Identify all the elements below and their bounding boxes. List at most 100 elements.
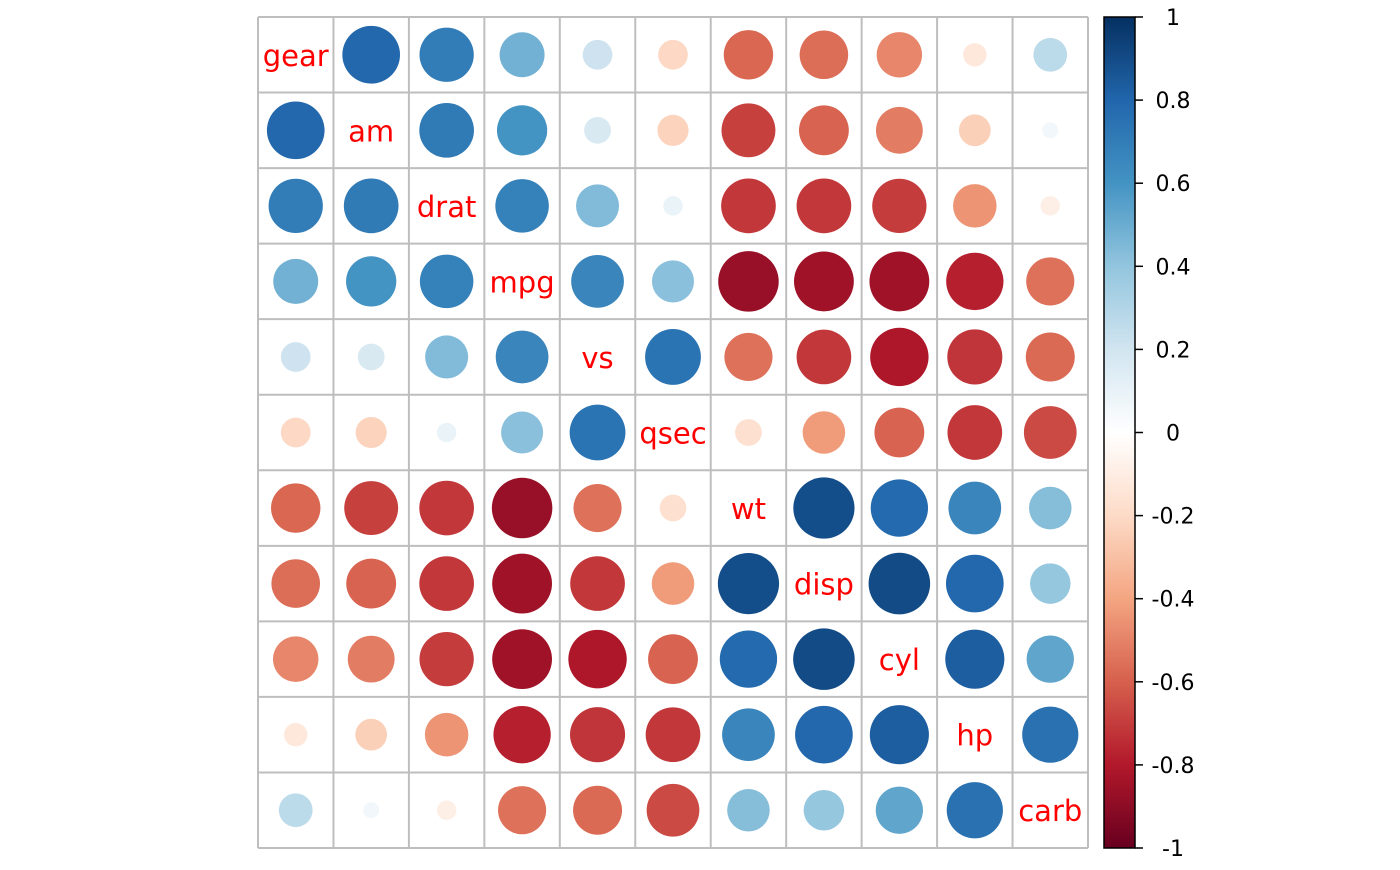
corr-circle-am-carb xyxy=(1042,122,1059,139)
corr-circle-wt-cyl xyxy=(870,479,929,537)
corr-circle-vs-carb xyxy=(1025,332,1075,382)
corr-circle-vs-disp xyxy=(796,329,852,385)
variable-label-wt: wt xyxy=(731,492,766,526)
corr-circle-qsec-gear xyxy=(280,417,311,448)
corr-circle-carb-gear xyxy=(278,793,313,828)
variable-label-carb: carb xyxy=(1018,794,1082,828)
grid-layer xyxy=(257,16,1089,849)
legend-tick-label: 0.8 xyxy=(1156,89,1191,114)
corr-circle-am-cyl xyxy=(875,106,923,154)
legend-tick-label: -0.8 xyxy=(1152,754,1195,779)
corr-circle-mpg-qsec xyxy=(651,260,695,303)
corr-circle-mpg-am xyxy=(346,256,397,307)
corr-circle-qsec-mpg xyxy=(501,411,544,454)
corr-circle-wt-drat xyxy=(419,480,474,536)
corr-circle-drat-gear xyxy=(268,178,323,234)
corr-circle-wt-disp xyxy=(793,477,855,539)
corr-circle-am-mpg xyxy=(496,105,548,156)
corr-circle-carb-wt xyxy=(727,788,770,832)
corr-circle-wt-gear xyxy=(271,483,321,533)
corr-circle-vs-hp xyxy=(947,329,1003,385)
corr-circle-drat-am xyxy=(343,178,399,234)
corr-circle-qsec-am xyxy=(355,416,387,449)
corr-circle-cyl-disp xyxy=(793,628,855,690)
corr-circle-drat-disp xyxy=(796,178,852,234)
legend-tick-label: 0 xyxy=(1166,422,1180,447)
corr-circle-carb-cyl xyxy=(875,786,923,834)
corr-circle-carb-hp xyxy=(946,782,1003,839)
corr-circle-wt-qsec xyxy=(659,494,687,522)
corr-circle-disp-wt xyxy=(717,552,780,615)
corr-circle-gear-vs xyxy=(582,39,613,70)
corr-circle-mpg-wt xyxy=(718,251,779,312)
variable-label-drat: drat xyxy=(417,190,476,224)
corr-circle-disp-cyl xyxy=(868,552,931,615)
corr-circle-cyl-carb xyxy=(1026,635,1074,683)
variable-labels: gear am drat mpg vs qsec wt disp cyl hp carb xyxy=(263,39,1083,828)
corr-circle-carb-disp xyxy=(803,789,845,831)
legend-color-bar xyxy=(1103,16,1136,849)
corr-circle-cyl-mpg xyxy=(492,629,553,690)
corr-circle-am-wt xyxy=(721,103,776,158)
corr-circle-gear-carb xyxy=(1033,37,1068,72)
corr-circle-vs-gear xyxy=(280,342,311,372)
corr-circle-drat-qsec xyxy=(663,196,683,216)
corr-circle-gear-wt xyxy=(723,30,774,80)
corr-circle-disp-mpg xyxy=(492,553,553,614)
variable-label-cyl: cyl xyxy=(879,643,920,677)
corr-circle-gear-hp xyxy=(963,43,987,67)
corr-circle-vs-mpg xyxy=(495,330,549,384)
corr-circle-drat-vs xyxy=(576,184,620,228)
corr-circle-cyl-drat xyxy=(419,631,474,687)
corr-circle-wt-am xyxy=(344,481,399,535)
corr-circle-cyl-am xyxy=(347,635,395,683)
corr-circle-gear-disp xyxy=(799,30,849,80)
legend-tick-label: 0.2 xyxy=(1156,338,1191,363)
corr-circle-am-hp xyxy=(958,114,991,147)
corr-circle-hp-cyl xyxy=(869,705,929,765)
corr-circle-mpg-drat xyxy=(419,254,474,309)
corr-circle-qsec-carb xyxy=(1023,406,1077,459)
corr-circle-mpg-hp xyxy=(946,252,1004,311)
corr-circle-qsec-vs xyxy=(569,404,626,461)
corr-circle-gear-cyl xyxy=(876,32,923,78)
corr-circle-mpg-gear xyxy=(273,258,319,304)
corr-circle-am-qsec xyxy=(657,114,689,146)
corr-circle-gear-mpg xyxy=(499,32,545,78)
corr-circle-vs-cyl xyxy=(870,327,929,387)
corr-circle-vs-qsec xyxy=(645,329,701,385)
corr-circle-am-gear xyxy=(266,101,325,160)
corr-circle-disp-gear xyxy=(271,559,321,608)
corr-circle-disp-hp xyxy=(945,554,1004,613)
corr-circle-hp-carb xyxy=(1022,706,1079,763)
corr-circle-qsec-wt xyxy=(735,419,762,446)
corr-circle-wt-carb xyxy=(1028,486,1072,530)
corr-circle-qsec-drat xyxy=(436,422,457,443)
legend-tick-label: -1 xyxy=(1162,837,1184,862)
corr-circle-qsec-hp xyxy=(947,405,1003,460)
corr-circle-hp-disp xyxy=(795,705,853,764)
variable-label-hp: hp xyxy=(956,719,993,753)
variable-label-am: am xyxy=(348,114,394,148)
legend-tick-label: -0.6 xyxy=(1152,671,1195,696)
cells-layer xyxy=(258,17,1088,848)
corr-circle-hp-mpg xyxy=(493,706,551,764)
corr-circle-hp-gear xyxy=(284,722,308,747)
legend-tick-label: 0.4 xyxy=(1156,255,1191,280)
corr-circle-wt-mpg xyxy=(491,477,553,539)
corr-circle-drat-carb xyxy=(1040,196,1061,216)
variable-label-vs: vs xyxy=(581,341,613,375)
variable-label-gear: gear xyxy=(263,39,329,73)
variable-label-disp: disp xyxy=(794,568,854,602)
corr-circle-mpg-vs xyxy=(571,255,624,308)
corr-circle-hp-vs xyxy=(570,707,626,763)
corr-circle-mpg-cyl xyxy=(869,251,930,312)
corr-circle-disp-drat xyxy=(419,556,474,611)
color-legend: 1 0.8 0.6 0.4 0.2 0 -0.2 -0.4 -0.6 -0.8 -1 xyxy=(1103,6,1195,862)
legend-tick-label: -0.4 xyxy=(1152,588,1195,613)
corr-circle-mpg-disp xyxy=(793,251,854,312)
corr-circle-cyl-wt xyxy=(719,630,778,688)
corr-circle-drat-mpg xyxy=(495,179,549,233)
corr-circle-hp-qsec xyxy=(645,707,701,763)
